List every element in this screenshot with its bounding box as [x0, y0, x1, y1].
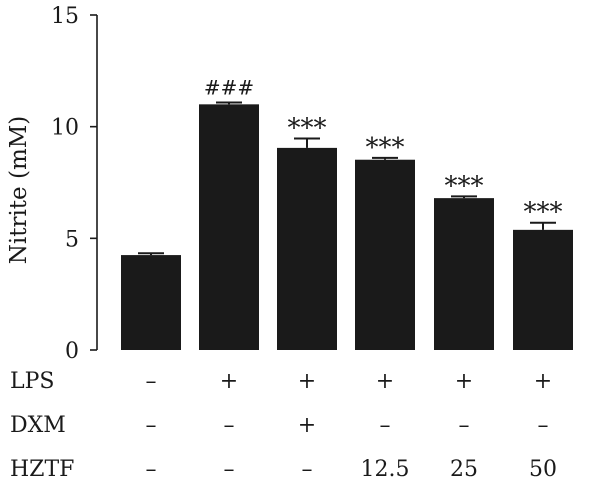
y-axis-label: Nitrite (mM)	[6, 116, 32, 265]
y-tick-label: 10	[51, 116, 79, 141]
significance-label: ***	[288, 114, 327, 144]
treatment-value: –	[302, 457, 313, 482]
significance-label: ###	[204, 76, 254, 100]
treatment-value: 50	[529, 457, 557, 482]
y-axis: 0 5 10 15	[51, 4, 98, 364]
bar	[199, 104, 259, 350]
significance-label: ***	[524, 198, 563, 228]
bar	[277, 147, 337, 350]
significance-annotations: ### *** *** *** ***	[204, 76, 563, 228]
treatment-value: –	[224, 413, 235, 438]
treatment-table: LPS – + + + + + DXM – – + – – – HZTF – – – 12.5 25 50	[10, 369, 557, 482]
bar	[434, 198, 494, 350]
bar	[355, 159, 415, 350]
treatment-value: –	[146, 457, 157, 482]
treatment-value: +	[534, 369, 552, 394]
treatment-value: +	[376, 369, 394, 394]
treatment-row-label: DXM	[10, 413, 66, 438]
treatment-value: –	[224, 457, 235, 482]
treatment-value: +	[455, 369, 473, 394]
bar	[513, 229, 573, 350]
treatment-value: –	[538, 413, 549, 438]
treatment-row-label: LPS	[10, 369, 54, 394]
y-tick-label: 0	[65, 339, 79, 364]
treatment-value: 25	[450, 457, 478, 482]
treatment-value: –	[380, 413, 391, 438]
y-tick-label: 5	[65, 227, 79, 252]
y-tick-label: 15	[51, 4, 79, 29]
bar	[121, 255, 181, 350]
treatment-value: –	[146, 413, 157, 438]
treatment-value: +	[220, 369, 238, 394]
treatment-value: –	[459, 413, 470, 438]
treatment-value: +	[298, 413, 316, 438]
bars	[121, 101, 573, 350]
treatment-value: +	[298, 369, 316, 394]
treatment-value: –	[146, 369, 157, 394]
treatment-value: 12.5	[361, 457, 410, 482]
significance-label: ***	[445, 171, 484, 201]
treatment-row-label: HZTF	[10, 457, 74, 482]
significance-label: ***	[366, 133, 405, 163]
